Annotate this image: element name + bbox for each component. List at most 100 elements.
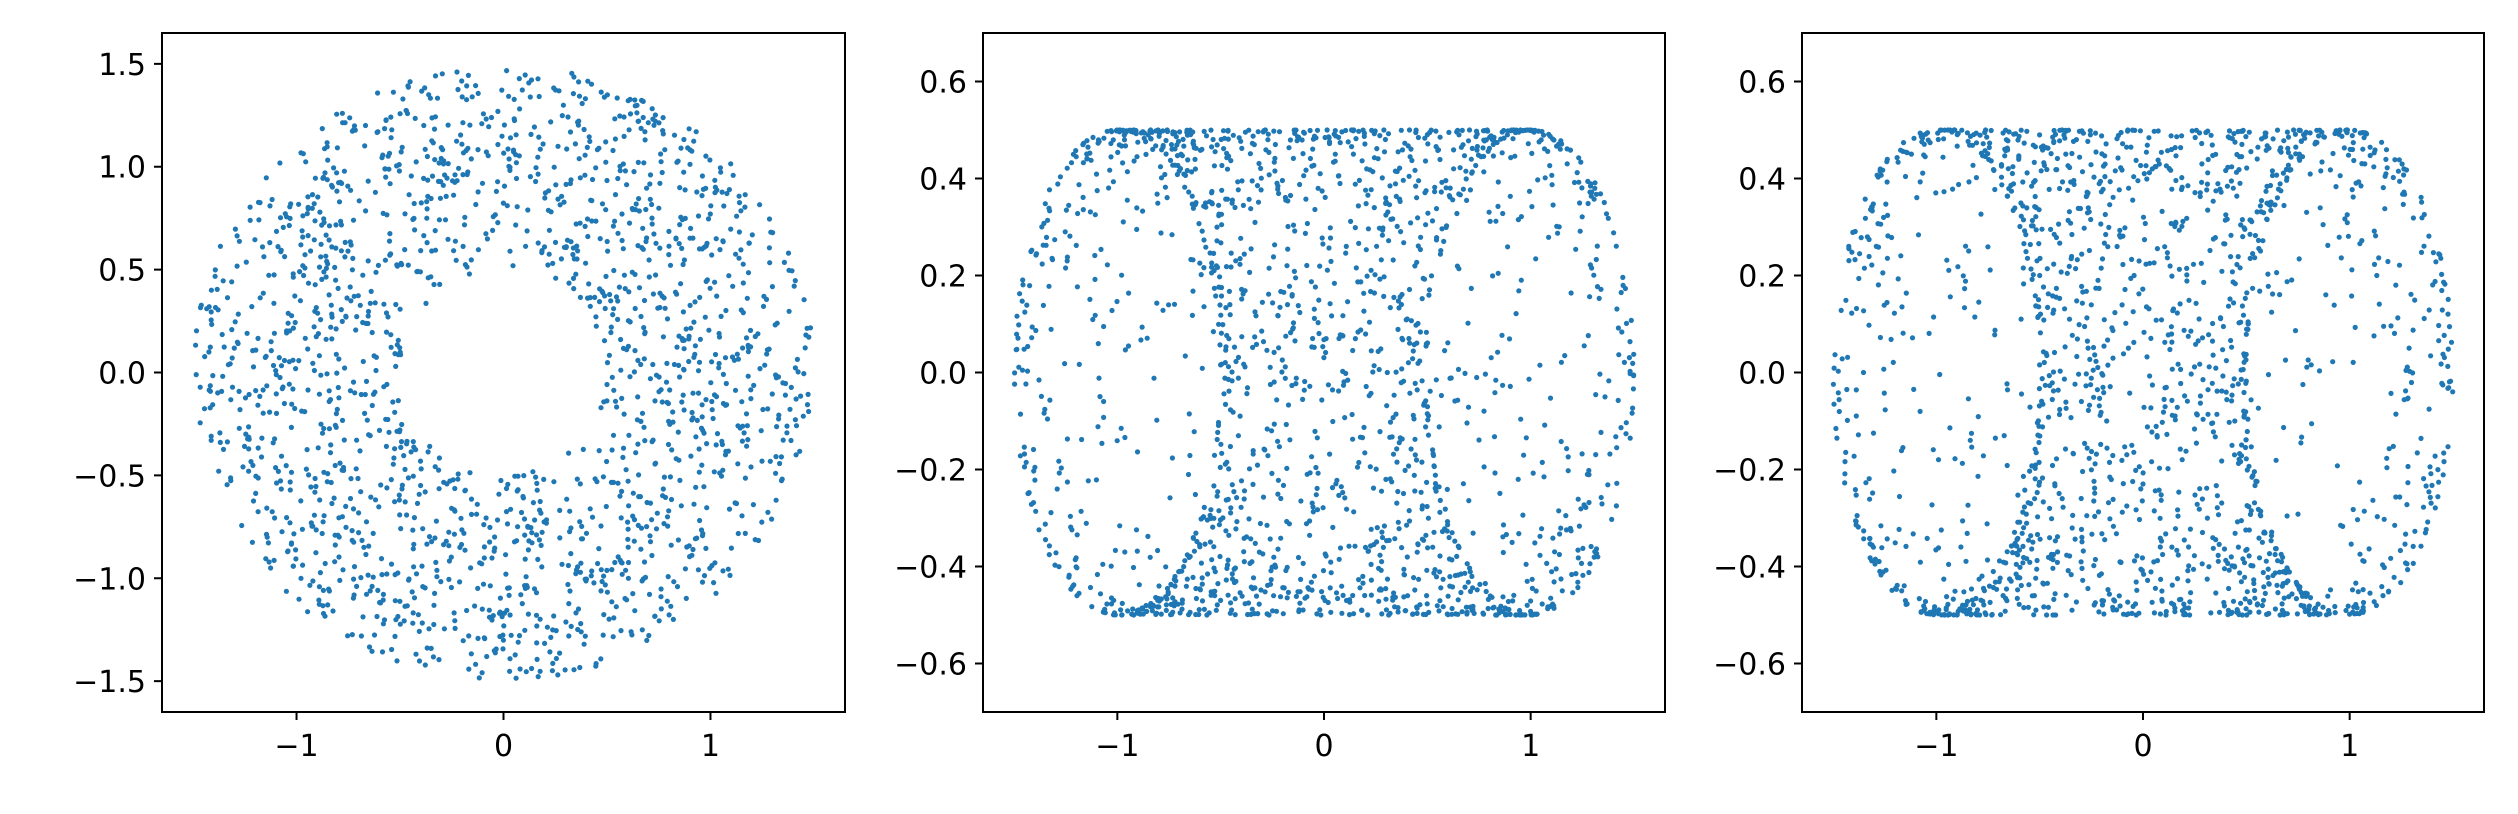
data-point	[1383, 596, 1389, 602]
data-point	[1467, 569, 1473, 575]
data-point	[2439, 380, 2445, 386]
data-point	[1456, 266, 1462, 272]
data-point	[2349, 146, 2356, 153]
data-point	[2174, 547, 2180, 553]
data-point	[436, 455, 442, 461]
data-point	[2145, 577, 2151, 584]
data-point	[432, 590, 438, 597]
data-point	[1224, 155, 1230, 161]
data-point	[1970, 162, 1976, 168]
data-point	[464, 97, 470, 103]
data-point	[206, 304, 212, 310]
data-point	[570, 91, 577, 97]
data-point	[1529, 204, 1535, 210]
data-point	[1262, 127, 1268, 133]
data-point	[299, 408, 305, 414]
data-point	[374, 613, 380, 620]
data-point	[1940, 154, 1946, 160]
data-point	[2287, 167, 2293, 173]
data-point	[653, 526, 660, 532]
data-point	[2293, 151, 2299, 157]
data-point	[2021, 504, 2027, 510]
data-point	[331, 165, 337, 171]
data-point	[565, 114, 571, 120]
data-point	[253, 388, 259, 394]
data-point	[1410, 348, 1416, 354]
data-point	[208, 287, 214, 293]
data-point	[432, 157, 438, 163]
data-point	[2030, 142, 2036, 148]
data-point	[1417, 358, 1423, 364]
data-point	[1119, 600, 1125, 607]
data-point	[2419, 199, 2425, 205]
data-point	[2344, 212, 2350, 218]
data-point	[372, 497, 379, 503]
data-point	[236, 388, 242, 394]
data-point	[1223, 264, 1230, 270]
data-point	[2144, 176, 2150, 182]
data-point	[394, 163, 400, 169]
data-point	[316, 353, 322, 359]
data-point	[2130, 478, 2136, 485]
data-point	[1627, 339, 1633, 345]
data-point	[1317, 171, 1323, 177]
data-point	[689, 409, 695, 416]
data-point	[608, 324, 614, 330]
data-point	[2169, 339, 2175, 345]
data-point	[1440, 576, 1446, 582]
data-point	[1558, 438, 1564, 445]
data-point	[1207, 539, 1213, 545]
data-point	[402, 247, 408, 253]
data-point	[610, 312, 616, 318]
data-point	[491, 648, 497, 654]
data-point	[1189, 169, 1195, 175]
data-point	[1935, 457, 1942, 463]
data-point	[2088, 382, 2094, 388]
data-point	[1548, 595, 1554, 601]
data-point	[372, 189, 378, 195]
data-point	[623, 567, 629, 573]
data-point	[412, 115, 418, 121]
data-point	[1493, 218, 1499, 224]
data-point	[421, 233, 427, 239]
data-point	[1492, 470, 1498, 476]
data-point	[1390, 216, 1396, 222]
data-point	[1573, 571, 1579, 577]
data-point	[1594, 284, 1601, 290]
data-point	[243, 259, 249, 265]
data-point	[1439, 226, 1445, 232]
data-point	[1844, 386, 1850, 393]
data-point	[728, 161, 734, 167]
data-point	[1846, 243, 1852, 249]
data-point	[2099, 371, 2105, 377]
data-point	[1914, 195, 1920, 201]
data-point	[1368, 543, 1374, 549]
data-point	[669, 447, 675, 453]
data-point	[367, 588, 373, 594]
data-point	[601, 612, 607, 618]
data-point	[2366, 546, 2372, 552]
data-point	[1274, 397, 1280, 403]
data-point	[1019, 298, 1025, 304]
data-point	[2248, 397, 2254, 403]
data-point	[1877, 334, 1883, 341]
data-point	[1262, 589, 1268, 595]
data-point	[652, 461, 658, 467]
data-point	[317, 497, 323, 503]
data-point	[2077, 154, 2083, 160]
data-point	[1380, 227, 1386, 233]
data-point	[286, 359, 292, 365]
data-point	[1511, 592, 1517, 598]
data-point	[1959, 127, 1965, 133]
data-point	[237, 407, 243, 413]
data-point	[2040, 499, 2046, 505]
data-point	[1917, 559, 1923, 565]
data-point	[2135, 178, 2141, 184]
data-point	[606, 616, 612, 622]
data-point	[2013, 561, 2019, 567]
data-point	[519, 601, 525, 607]
data-point	[1210, 329, 1216, 335]
data-point	[1218, 330, 1224, 336]
data-point	[373, 367, 379, 374]
data-point	[2243, 606, 2249, 612]
